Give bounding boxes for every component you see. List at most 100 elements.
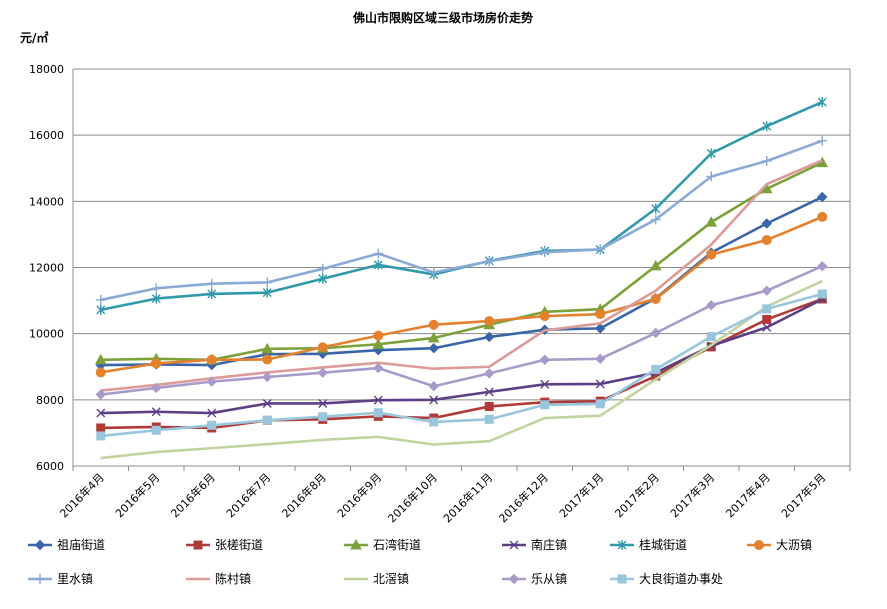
series-7 — [95, 135, 828, 305]
legend-item: 石湾街道 — [344, 537, 421, 552]
data-point — [706, 332, 716, 342]
data-point — [428, 343, 439, 354]
legend-item: 陈村镇 — [186, 571, 251, 586]
data-point — [207, 408, 217, 418]
data-point — [373, 330, 384, 341]
data-point — [651, 203, 661, 214]
data-point — [540, 400, 550, 410]
data-point — [261, 342, 274, 354]
data-point — [151, 283, 162, 294]
data-point — [262, 398, 272, 408]
data-point — [206, 278, 217, 289]
y-tick-label: 18000 — [29, 63, 64, 76]
data-point — [762, 121, 772, 132]
data-point — [484, 401, 494, 411]
data-point — [484, 387, 494, 397]
chart-title: 佛山市限购区域三级市场房价走势 — [352, 10, 533, 25]
series-2 — [96, 294, 827, 433]
data-point — [650, 214, 661, 225]
data-point — [373, 395, 383, 405]
data-point — [151, 382, 162, 394]
data-point — [96, 408, 106, 418]
data-point — [539, 247, 550, 258]
data-point — [95, 367, 106, 378]
legend-label: 乐从镇 — [531, 572, 567, 586]
legend-marker — [754, 540, 764, 550]
data-point — [317, 367, 328, 378]
series-line — [100, 292, 823, 438]
series-10 — [95, 260, 828, 400]
data-point — [151, 407, 161, 417]
series-line — [100, 139, 823, 302]
x-tick-label: 2016年9月 — [334, 470, 384, 520]
legend-marker — [193, 540, 203, 550]
y-tick-label: 12000 — [29, 262, 64, 275]
data-point — [95, 389, 106, 400]
axes: 6000 8000 10000 12000 14000 16000 18000 2016年4月… — [29, 63, 851, 525]
data-point — [817, 97, 827, 108]
data-point — [540, 379, 550, 389]
data-point — [428, 319, 439, 330]
data-point — [317, 342, 328, 353]
series-line — [100, 100, 823, 312]
data-point — [762, 314, 772, 324]
x-tick-label: 2016年12月 — [496, 470, 551, 525]
x-tick-label: 2016年7月 — [223, 470, 273, 520]
x-tick-label: 2016年11月 — [440, 470, 495, 525]
legend-marker — [350, 538, 362, 550]
data-point — [706, 171, 717, 182]
data-point — [206, 354, 217, 365]
y-tick-label: 10000 — [29, 328, 64, 341]
data-point — [595, 323, 606, 334]
legend-item: 南庄镇 — [502, 537, 567, 552]
x-tick-label: 2016年4月 — [57, 470, 107, 520]
data-point — [484, 414, 494, 424]
data-point — [373, 248, 384, 259]
data-point — [428, 267, 439, 278]
data-point — [650, 327, 661, 339]
legend-item: 桂城街道 — [610, 537, 687, 552]
data-point — [207, 288, 217, 299]
y-tick-label: 6000 — [36, 460, 64, 473]
legend-item: 张槎街道 — [186, 537, 263, 552]
data-point — [705, 216, 718, 227]
data-point — [429, 395, 439, 405]
data-point — [595, 353, 606, 365]
series-line — [100, 264, 823, 396]
data-point — [484, 316, 495, 327]
series-group — [94, 97, 829, 460]
legend-item: 大良街道办事处 — [610, 571, 723, 586]
data-point — [761, 155, 772, 166]
legend-marker — [508, 573, 520, 585]
x-tick-label: 2016年5月 — [112, 470, 162, 520]
data-point — [206, 376, 217, 387]
data-point — [318, 412, 328, 422]
data-point — [373, 408, 383, 418]
gridlines — [73, 68, 850, 467]
legend-marker — [509, 540, 519, 550]
x-tick-label: 2016年6月 — [168, 470, 218, 520]
data-point — [373, 362, 384, 374]
data-point — [595, 309, 606, 320]
legend-label: 南庄镇 — [531, 537, 567, 552]
series-line — [100, 195, 823, 367]
data-point — [372, 338, 385, 349]
data-point — [817, 191, 828, 203]
data-point — [318, 398, 328, 408]
data-point — [706, 148, 716, 159]
data-point — [262, 354, 273, 365]
y-tick-label: 14000 — [29, 195, 64, 208]
data-point — [484, 331, 495, 343]
data-point — [817, 260, 828, 272]
legend-item: 乐从镇 — [502, 572, 567, 586]
x-tick-label: 2017年2月 — [612, 470, 662, 520]
data-point — [484, 256, 495, 267]
x-tick-label: 2017年3月 — [667, 470, 717, 520]
data-point — [429, 417, 439, 427]
series-9 — [100, 279, 823, 460]
legend-label: 大良街道办事处 — [639, 571, 723, 586]
y-tick-label: 8000 — [36, 394, 64, 407]
x-tick-label: 2017年4月 — [723, 470, 773, 520]
legend-marker — [617, 574, 627, 584]
data-point — [151, 358, 162, 369]
